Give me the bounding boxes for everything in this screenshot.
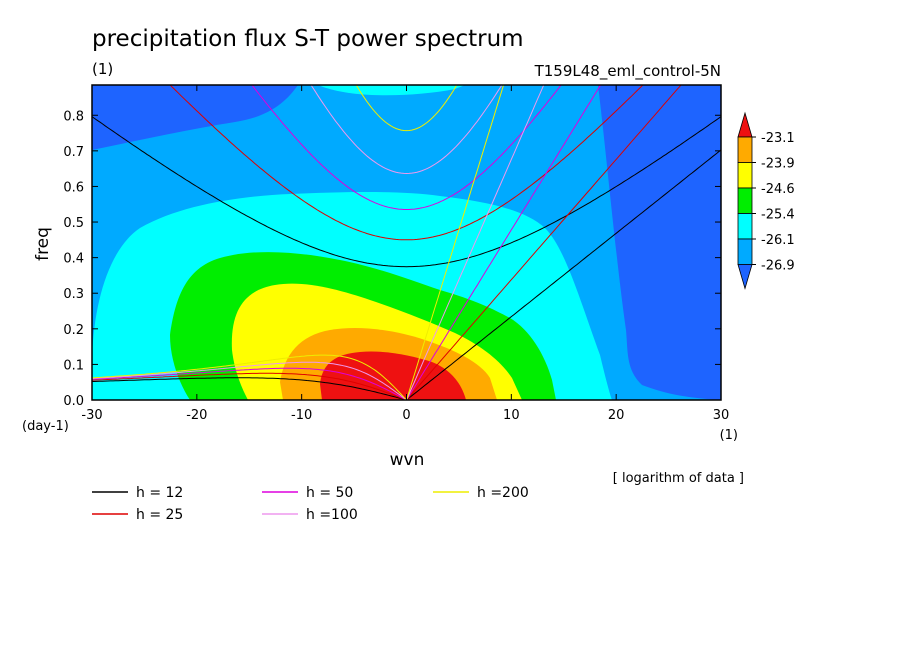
x-tick-label: 20 <box>608 408 625 423</box>
y-tick-label: 0.4 <box>63 252 84 267</box>
x-tick-label: -30 <box>81 408 102 423</box>
y-tick-label: 0.6 <box>63 180 84 195</box>
colorbar-bottom-arrow <box>737 264 753 290</box>
rossby-curve-h50 <box>92 367 407 400</box>
y-axis-unit: (day-1) <box>22 419 69 434</box>
y-tick-label: 0.0 <box>63 394 84 409</box>
x-tick-label: 30 <box>713 408 730 423</box>
colorbar-label: -24.6 <box>761 182 795 197</box>
legend: h = 12 h = 25 h = 50 h =100 h =200 <box>92 485 529 523</box>
y-tick-label: 0.5 <box>63 216 84 231</box>
ig-curve-h25 <box>169 85 644 241</box>
x-tick-label: -20 <box>186 408 207 423</box>
y-tick-label: 0.8 <box>63 109 84 124</box>
colorbar-top-arrow <box>737 111 753 138</box>
y-tick-label: 0.3 <box>63 287 84 302</box>
colorbar-box <box>737 238 753 265</box>
kelvin-curve-h50 <box>406 85 602 400</box>
y-axis-label: freq <box>33 227 53 261</box>
data-note: [ logarithm of data ] <box>613 471 744 486</box>
colorbar-box <box>737 136 753 163</box>
colorbar-label: -23.1 <box>761 131 795 146</box>
kelvin-curve-h200 <box>406 85 505 400</box>
x-axis-label: wvn <box>390 450 425 470</box>
colorbar: -23.1 -23.9 -24.6 -25.4 -26.1 -26.9 <box>737 111 795 290</box>
ig-curve-h200 <box>355 85 458 132</box>
colorbar-box <box>737 213 753 240</box>
y-tick-label: 0.2 <box>63 323 84 338</box>
kelvin-curve-h100 <box>406 85 545 400</box>
colorbar-label: -23.9 <box>761 157 795 172</box>
kelvin-curve-h12 <box>406 149 721 400</box>
x-tick-label: 10 <box>503 408 520 423</box>
x-axis-unit: (1) <box>720 428 738 443</box>
chart-subtitle-left: (1) <box>92 60 113 78</box>
kelvin-curve-h25 <box>406 85 682 400</box>
rossby-curve-h200 <box>92 354 407 400</box>
contour-level-3-top <box>318 85 465 96</box>
chart-title: precipitation flux S-T power spectrum <box>92 26 524 52</box>
legend-label: h = 50 <box>306 485 353 501</box>
rossby-curve-h25 <box>92 372 407 400</box>
legend-label: h = 12 <box>136 485 183 501</box>
legend-label: h = 25 <box>136 507 183 523</box>
colorbar-box <box>737 162 753 189</box>
ig-curve-h12 <box>92 116 721 268</box>
colorbar-label: -26.9 <box>761 259 795 274</box>
ig-curve-h50 <box>251 85 562 210</box>
ig-curve-h100 <box>310 85 503 175</box>
colorbar-label: -25.4 <box>761 208 795 223</box>
y-tick-label: 0.1 <box>63 358 84 373</box>
chart-subtitle-right: T159L48_eml_control-5N <box>534 62 721 81</box>
colorbar-label: -26.1 <box>761 233 795 248</box>
plot-area <box>91 84 722 401</box>
legend-label: h =100 <box>306 507 358 523</box>
rossby-curve-h100 <box>92 361 407 400</box>
x-tick-label: -10 <box>291 408 312 423</box>
x-tick-label: 0 <box>402 408 410 423</box>
colorbar-box <box>737 187 753 214</box>
legend-label: h =200 <box>477 485 529 501</box>
y-tick-label: 0.7 <box>63 145 84 160</box>
rossby-curve-h12 <box>92 377 407 400</box>
